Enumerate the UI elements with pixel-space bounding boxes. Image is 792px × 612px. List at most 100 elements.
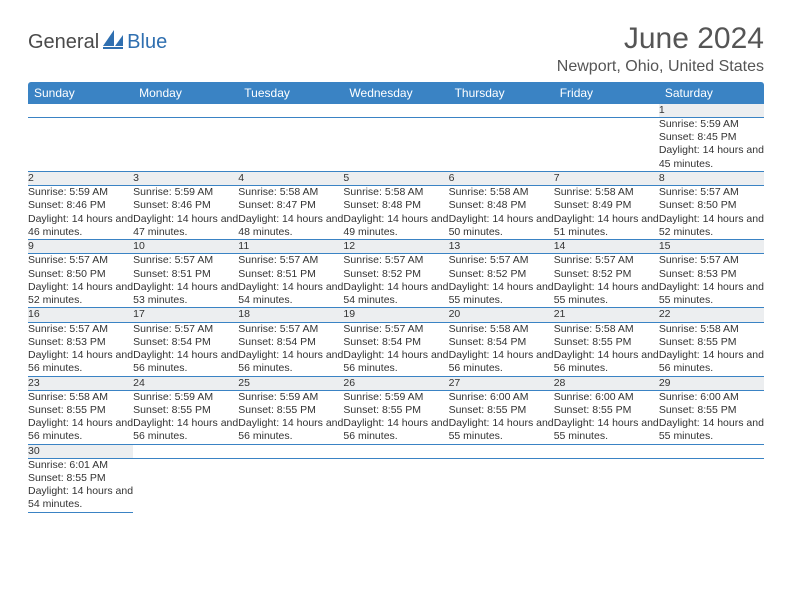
day-number: 9 [28, 240, 133, 254]
day-details [133, 118, 238, 172]
daynum-row: 2345678 [28, 172, 764, 186]
day-number: 30 [28, 444, 133, 458]
day-number: 22 [659, 308, 764, 322]
day-details: Sunrise: 5:57 AMSunset: 8:53 PMDaylight:… [659, 254, 764, 308]
day-number: 29 [659, 376, 764, 390]
day-details: Sunrise: 5:57 AMSunset: 8:51 PMDaylight:… [238, 254, 343, 308]
day-details [554, 118, 659, 172]
detail-row: Sunrise: 5:57 AMSunset: 8:53 PMDaylight:… [28, 322, 764, 376]
day-number: 10 [133, 240, 238, 254]
day-details [449, 458, 554, 512]
day-details [343, 458, 448, 512]
day-number [343, 444, 448, 458]
day-number: 12 [343, 240, 448, 254]
logo-text-general: General [28, 31, 99, 54]
day-number [554, 444, 659, 458]
day-number [343, 104, 448, 118]
day-details: Sunrise: 5:57 AMSunset: 8:50 PMDaylight:… [659, 186, 764, 240]
day-details: Sunrise: 5:58 AMSunset: 8:55 PMDaylight:… [554, 322, 659, 376]
day-number: 18 [238, 308, 343, 322]
day-number [554, 104, 659, 118]
day-number: 6 [449, 172, 554, 186]
detail-row: Sunrise: 5:58 AMSunset: 8:55 PMDaylight:… [28, 390, 764, 444]
daynum-row: 23242526272829 [28, 376, 764, 390]
page-header: General Blue June 2024 Newport, Ohio, Un… [28, 22, 764, 76]
weekday-header: Friday [554, 82, 659, 104]
day-details: Sunrise: 5:58 AMSunset: 8:55 PMDaylight:… [659, 322, 764, 376]
day-number: 23 [28, 376, 133, 390]
day-details: Sunrise: 5:59 AMSunset: 8:55 PMDaylight:… [343, 390, 448, 444]
day-details: Sunrise: 5:58 AMSunset: 8:47 PMDaylight:… [238, 186, 343, 240]
day-number: 26 [343, 376, 448, 390]
day-details: Sunrise: 5:57 AMSunset: 8:50 PMDaylight:… [28, 254, 133, 308]
detail-row: Sunrise: 5:59 AMSunset: 8:45 PMDaylight:… [28, 118, 764, 172]
day-number: 16 [28, 308, 133, 322]
day-details: Sunrise: 5:58 AMSunset: 8:48 PMDaylight:… [343, 186, 448, 240]
weekday-header: Tuesday [238, 82, 343, 104]
daynum-row: 16171819202122 [28, 308, 764, 322]
day-number: 7 [554, 172, 659, 186]
weekday-header: Sunday [28, 82, 133, 104]
day-number: 24 [133, 376, 238, 390]
logo-sail-icon [103, 30, 125, 55]
day-details: Sunrise: 5:59 AMSunset: 8:46 PMDaylight:… [28, 186, 133, 240]
weekday-header: Saturday [659, 82, 764, 104]
day-details [449, 118, 554, 172]
title-block: June 2024 Newport, Ohio, United States [557, 22, 764, 76]
day-number: 15 [659, 240, 764, 254]
day-details: Sunrise: 6:00 AMSunset: 8:55 PMDaylight:… [659, 390, 764, 444]
day-details: Sunrise: 5:58 AMSunset: 8:55 PMDaylight:… [28, 390, 133, 444]
logo-text-blue: Blue [127, 31, 167, 54]
day-details: Sunrise: 5:59 AMSunset: 8:45 PMDaylight:… [659, 118, 764, 172]
month-title: June 2024 [557, 22, 764, 56]
day-number: 2 [28, 172, 133, 186]
day-details: Sunrise: 5:57 AMSunset: 8:53 PMDaylight:… [28, 322, 133, 376]
day-details [659, 458, 764, 512]
daynum-row: 1 [28, 104, 764, 118]
day-number: 4 [238, 172, 343, 186]
day-number: 20 [449, 308, 554, 322]
day-details: Sunrise: 5:59 AMSunset: 8:46 PMDaylight:… [133, 186, 238, 240]
day-number: 8 [659, 172, 764, 186]
day-number: 19 [343, 308, 448, 322]
logo: General Blue [28, 30, 167, 55]
day-number: 17 [133, 308, 238, 322]
day-details: Sunrise: 6:00 AMSunset: 8:55 PMDaylight:… [449, 390, 554, 444]
weekday-header: Thursday [449, 82, 554, 104]
day-details: Sunrise: 5:58 AMSunset: 8:48 PMDaylight:… [449, 186, 554, 240]
weekday-header: Monday [133, 82, 238, 104]
weekday-header-row: Sunday Monday Tuesday Wednesday Thursday… [28, 82, 764, 104]
day-number: 21 [554, 308, 659, 322]
day-details: Sunrise: 5:57 AMSunset: 8:51 PMDaylight:… [133, 254, 238, 308]
day-details: Sunrise: 5:58 AMSunset: 8:54 PMDaylight:… [449, 322, 554, 376]
daynum-row: 9101112131415 [28, 240, 764, 254]
day-details: Sunrise: 5:57 AMSunset: 8:54 PMDaylight:… [238, 322, 343, 376]
day-number [238, 104, 343, 118]
day-details: Sunrise: 5:57 AMSunset: 8:52 PMDaylight:… [449, 254, 554, 308]
day-details [28, 118, 133, 172]
day-number [133, 104, 238, 118]
day-number [659, 444, 764, 458]
day-number: 14 [554, 240, 659, 254]
weekday-header: Wednesday [343, 82, 448, 104]
day-details [238, 118, 343, 172]
day-number [449, 104, 554, 118]
day-details: Sunrise: 5:58 AMSunset: 8:49 PMDaylight:… [554, 186, 659, 240]
detail-row: Sunrise: 6:01 AMSunset: 8:55 PMDaylight:… [28, 458, 764, 512]
day-number: 27 [449, 376, 554, 390]
day-number [28, 104, 133, 118]
day-details: Sunrise: 5:57 AMSunset: 8:54 PMDaylight:… [133, 322, 238, 376]
day-details [238, 458, 343, 512]
day-details: Sunrise: 6:01 AMSunset: 8:55 PMDaylight:… [28, 458, 133, 512]
location-subtitle: Newport, Ohio, United States [557, 58, 764, 76]
day-details [133, 458, 238, 512]
day-number: 25 [238, 376, 343, 390]
day-number [133, 444, 238, 458]
day-details: Sunrise: 5:59 AMSunset: 8:55 PMDaylight:… [238, 390, 343, 444]
day-number: 13 [449, 240, 554, 254]
day-details: Sunrise: 5:59 AMSunset: 8:55 PMDaylight:… [133, 390, 238, 444]
day-number: 1 [659, 104, 764, 118]
day-details: Sunrise: 6:00 AMSunset: 8:55 PMDaylight:… [554, 390, 659, 444]
daynum-row: 30 [28, 444, 764, 458]
day-details [343, 118, 448, 172]
